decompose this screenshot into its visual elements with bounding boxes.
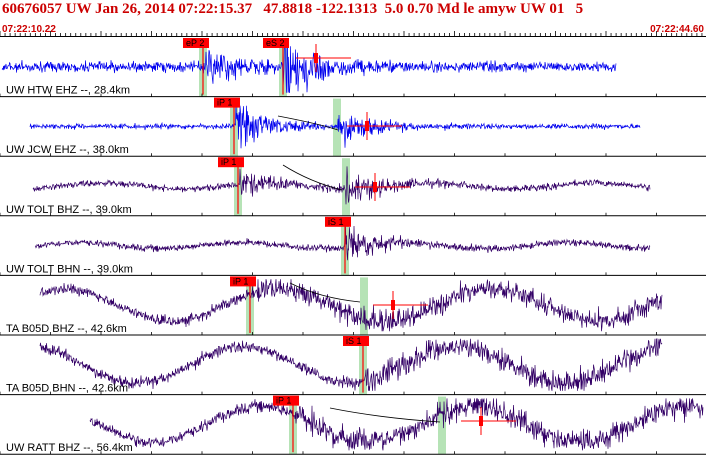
- pick-label: iP 1: [233, 276, 248, 286]
- arrival-curve: [282, 164, 343, 191]
- pick-box[interactable]: [218, 157, 244, 168]
- channel-label: UW TOLT BHZ --, 39.0km: [6, 204, 132, 216]
- amplitude-marker: [479, 416, 483, 426]
- amplitude-marker: [314, 53, 318, 63]
- arrival-curve: [329, 407, 441, 423]
- pick-label: iS 1: [328, 217, 344, 227]
- pick-window: [342, 158, 350, 216]
- channel-label: TA B05D BHZ --, 42.6km: [6, 323, 127, 335]
- pick-box[interactable]: [343, 336, 369, 346]
- pick-box[interactable]: [325, 216, 351, 227]
- channel-label: UW JCW EHZ --, 38.0km: [6, 144, 129, 156]
- amplitude-marker: [365, 121, 369, 131]
- pick-window: [438, 396, 446, 455]
- pick-label: iP 1: [217, 98, 232, 108]
- waveform-trace: [39, 338, 663, 391]
- arrival-curve: [277, 115, 339, 131]
- waveform-trace: [39, 279, 663, 332]
- pick-box[interactable]: [263, 38, 289, 48]
- waveform-trace: [1, 40, 617, 93]
- pick-box[interactable]: [183, 38, 209, 48]
- pick-label: iP 1: [221, 157, 236, 167]
- channel-label: TA B05D BHN --, 42.6km: [6, 383, 128, 395]
- channel-label: UW RATT BHZ --, 56.4km: [6, 442, 133, 454]
- waveform-trace: [29, 100, 641, 149]
- pick-box[interactable]: [214, 97, 240, 108]
- start-time-label: 07:22:10.22: [2, 24, 56, 35]
- event-title: 60676057 UW Jan 26, 2014 07:22:15.37 47.…: [2, 1, 584, 17]
- arrival-curve: [289, 282, 361, 303]
- pick-label: iS 1: [346, 336, 362, 346]
- amplitude-marker: [373, 182, 377, 192]
- waveform-trace: [32, 166, 651, 205]
- amplitude-marker: [391, 300, 395, 310]
- end-time-label: 07:22:44.60: [650, 24, 704, 35]
- pick-label: iP 1: [276, 396, 291, 406]
- pick-label: eS 2: [266, 38, 285, 48]
- waveform-trace: [89, 398, 704, 451]
- channel-label: UW TOLT BHN --, 39.0km: [6, 263, 133, 275]
- pick-box[interactable]: [230, 276, 256, 287]
- pick-label: eP 2: [186, 38, 204, 48]
- channel-label: UW HTW EHZ --, 28.4km: [6, 85, 130, 97]
- waveform-trace: [34, 225, 651, 261]
- pick-box[interactable]: [273, 395, 299, 406]
- record-header: 60676057 UW Jan 26, 2014 07:22:15.37 47.…: [0, 0, 706, 35]
